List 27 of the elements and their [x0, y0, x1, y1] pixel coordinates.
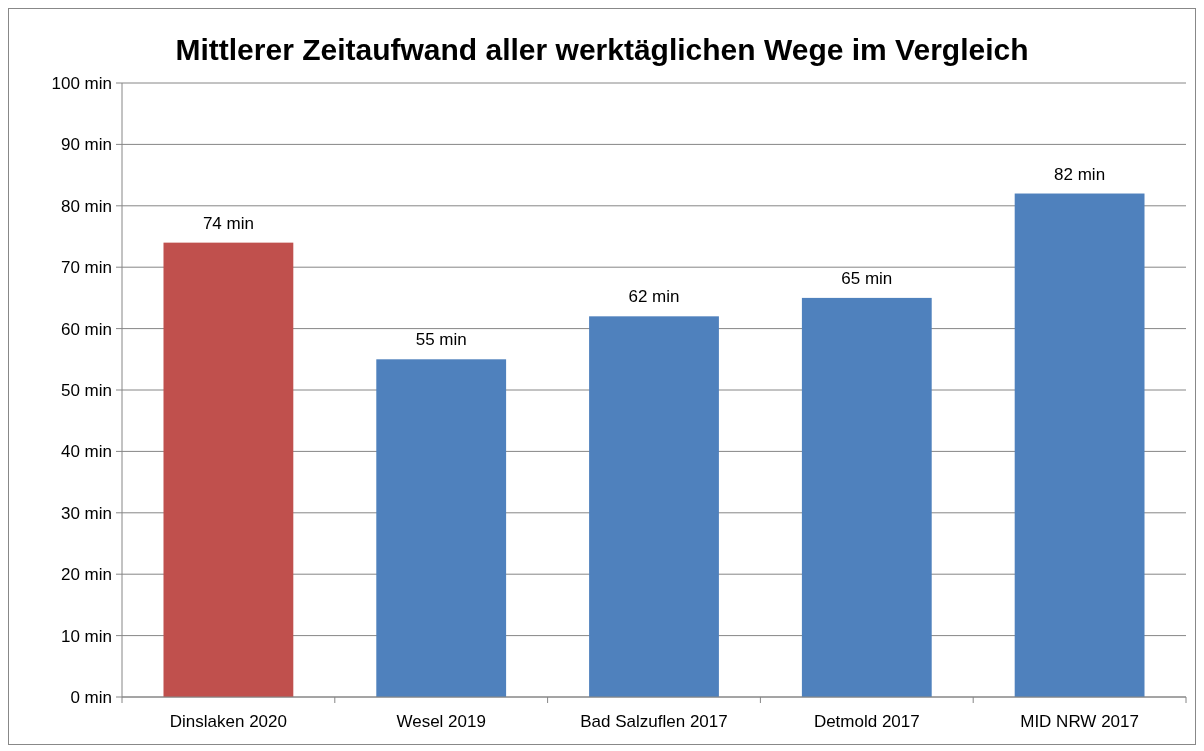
data-label: 82 min	[1054, 164, 1106, 184]
chart-title: Mittlerer Zeitaufwand aller werktäglichen Wege im Vergleich	[175, 33, 1029, 66]
bar	[1014, 193, 1145, 697]
x-tick-label: Wesel 2019	[396, 712, 486, 731]
data-label: 55 min	[415, 330, 467, 350]
data-label: 62 min	[628, 287, 680, 307]
x-tick-label: Bad Salzuflen 2017	[580, 712, 728, 731]
y-tick-label: 0 min	[70, 687, 112, 707]
y-tick-label: 50 min	[60, 380, 112, 400]
bar	[801, 297, 932, 697]
x-tick-label: Dinslaken 2020	[169, 712, 287, 731]
y-tick-label: 40 min	[60, 442, 112, 462]
y-tick-label: 90 min	[60, 135, 112, 155]
data-label: 74 min	[202, 213, 254, 233]
bar	[376, 359, 507, 697]
x-tick-label: MID NRW 2017	[1020, 712, 1139, 731]
y-tick-label: 80 min	[60, 196, 112, 216]
x-tick-label: Detmold 2017	[813, 712, 920, 731]
y-tick-label: 10 min	[60, 626, 112, 646]
bar	[163, 242, 294, 697]
y-tick-label: 30 min	[60, 503, 112, 523]
y-tick-label: 100 min	[51, 73, 112, 93]
y-tick-label: 70 min	[60, 258, 112, 278]
bar	[589, 316, 719, 697]
y-tick-label: 60 min	[60, 319, 112, 339]
y-tick-label: 20 min	[60, 565, 112, 585]
data-label: 65 min	[841, 268, 893, 288]
